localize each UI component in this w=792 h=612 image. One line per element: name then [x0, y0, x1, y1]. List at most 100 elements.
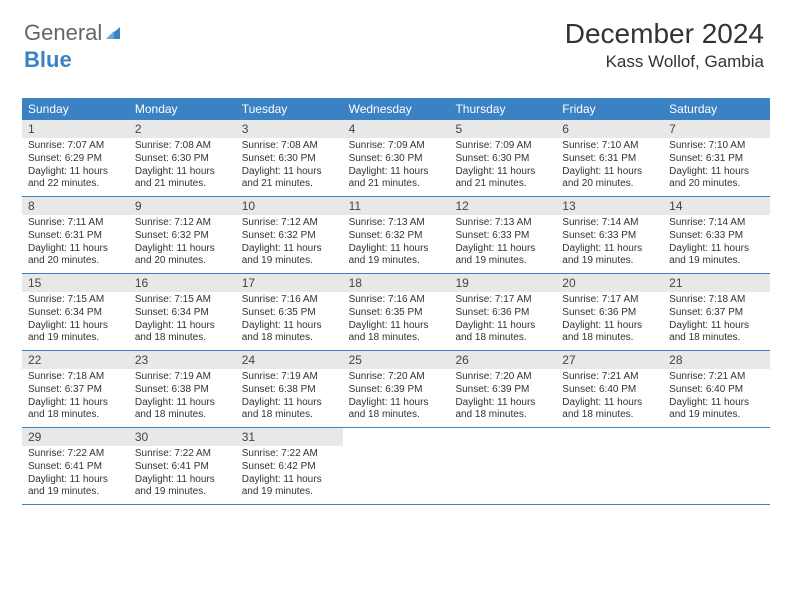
- day-number: 5: [449, 120, 556, 138]
- calendar-cell: [556, 428, 663, 504]
- day-number: 7: [663, 120, 770, 138]
- day-number: 17: [236, 274, 343, 292]
- calendar-cell: 23Sunrise: 7:19 AMSunset: 6:38 PMDayligh…: [129, 351, 236, 427]
- calendar-cell: 5Sunrise: 7:09 AMSunset: 6:30 PMDaylight…: [449, 120, 556, 196]
- day-number: 16: [129, 274, 236, 292]
- calendar-cell: 6Sunrise: 7:10 AMSunset: 6:31 PMDaylight…: [556, 120, 663, 196]
- day-number: 27: [556, 351, 663, 369]
- day-details: Sunrise: 7:15 AMSunset: 6:34 PMDaylight:…: [129, 292, 236, 349]
- calendar-cell: [663, 428, 770, 504]
- day-number: 25: [343, 351, 450, 369]
- day-number: 19: [449, 274, 556, 292]
- day-details: Sunrise: 7:22 AMSunset: 6:42 PMDaylight:…: [236, 446, 343, 503]
- dow-tuesday: Tuesday: [236, 98, 343, 120]
- day-number: 31: [236, 428, 343, 446]
- calendar-cell: 22Sunrise: 7:18 AMSunset: 6:37 PMDayligh…: [22, 351, 129, 427]
- day-number: 24: [236, 351, 343, 369]
- day-details: Sunrise: 7:22 AMSunset: 6:41 PMDaylight:…: [22, 446, 129, 503]
- day-details: Sunrise: 7:14 AMSunset: 6:33 PMDaylight:…: [663, 215, 770, 272]
- dow-saturday: Saturday: [663, 98, 770, 120]
- calendar-cell: 9Sunrise: 7:12 AMSunset: 6:32 PMDaylight…: [129, 197, 236, 273]
- calendar-cell: 12Sunrise: 7:13 AMSunset: 6:33 PMDayligh…: [449, 197, 556, 273]
- calendar-cell: 29Sunrise: 7:22 AMSunset: 6:41 PMDayligh…: [22, 428, 129, 504]
- day-details: Sunrise: 7:21 AMSunset: 6:40 PMDaylight:…: [556, 369, 663, 426]
- day-details: Sunrise: 7:10 AMSunset: 6:31 PMDaylight:…: [663, 138, 770, 195]
- day-number: 9: [129, 197, 236, 215]
- calendar-cell: 30Sunrise: 7:22 AMSunset: 6:41 PMDayligh…: [129, 428, 236, 504]
- dow-friday: Friday: [556, 98, 663, 120]
- day-details: Sunrise: 7:09 AMSunset: 6:30 PMDaylight:…: [343, 138, 450, 195]
- day-details: Sunrise: 7:18 AMSunset: 6:37 PMDaylight:…: [22, 369, 129, 426]
- day-details: Sunrise: 7:07 AMSunset: 6:29 PMDaylight:…: [22, 138, 129, 195]
- week-row: 22Sunrise: 7:18 AMSunset: 6:37 PMDayligh…: [22, 351, 770, 428]
- day-number: 12: [449, 197, 556, 215]
- sail-icon: [104, 21, 122, 47]
- calendar-cell: 4Sunrise: 7:09 AMSunset: 6:30 PMDaylight…: [343, 120, 450, 196]
- day-details: Sunrise: 7:08 AMSunset: 6:30 PMDaylight:…: [129, 138, 236, 195]
- day-details: Sunrise: 7:22 AMSunset: 6:41 PMDaylight:…: [129, 446, 236, 503]
- calendar-cell: 28Sunrise: 7:21 AMSunset: 6:40 PMDayligh…: [663, 351, 770, 427]
- calendar-cell: 31Sunrise: 7:22 AMSunset: 6:42 PMDayligh…: [236, 428, 343, 504]
- day-number: 15: [22, 274, 129, 292]
- dow-thursday: Thursday: [449, 98, 556, 120]
- day-details: Sunrise: 7:20 AMSunset: 6:39 PMDaylight:…: [449, 369, 556, 426]
- day-details: Sunrise: 7:17 AMSunset: 6:36 PMDaylight:…: [556, 292, 663, 349]
- day-details: Sunrise: 7:12 AMSunset: 6:32 PMDaylight:…: [236, 215, 343, 272]
- day-number: 20: [556, 274, 663, 292]
- brand-logo: General Blue: [24, 20, 122, 73]
- logo-text-2: Blue: [24, 47, 72, 72]
- day-number: 6: [556, 120, 663, 138]
- dow-wednesday: Wednesday: [343, 98, 450, 120]
- day-number: 29: [22, 428, 129, 446]
- day-details: Sunrise: 7:12 AMSunset: 6:32 PMDaylight:…: [129, 215, 236, 272]
- day-number: 21: [663, 274, 770, 292]
- calendar-cell: 19Sunrise: 7:17 AMSunset: 6:36 PMDayligh…: [449, 274, 556, 350]
- calendar-cell: 10Sunrise: 7:12 AMSunset: 6:32 PMDayligh…: [236, 197, 343, 273]
- calendar-cell: 1Sunrise: 7:07 AMSunset: 6:29 PMDaylight…: [22, 120, 129, 196]
- day-details: Sunrise: 7:19 AMSunset: 6:38 PMDaylight:…: [129, 369, 236, 426]
- day-number: 18: [343, 274, 450, 292]
- day-number: 30: [129, 428, 236, 446]
- day-details: Sunrise: 7:21 AMSunset: 6:40 PMDaylight:…: [663, 369, 770, 426]
- calendar-cell: 17Sunrise: 7:16 AMSunset: 6:35 PMDayligh…: [236, 274, 343, 350]
- day-number: 3: [236, 120, 343, 138]
- day-details: Sunrise: 7:20 AMSunset: 6:39 PMDaylight:…: [343, 369, 450, 426]
- calendar-cell: 25Sunrise: 7:20 AMSunset: 6:39 PMDayligh…: [343, 351, 450, 427]
- location-label: Kass Wollof, Gambia: [565, 52, 764, 72]
- day-number: 10: [236, 197, 343, 215]
- day-details: Sunrise: 7:11 AMSunset: 6:31 PMDaylight:…: [22, 215, 129, 272]
- calendar-cell: 20Sunrise: 7:17 AMSunset: 6:36 PMDayligh…: [556, 274, 663, 350]
- calendar-cell: 14Sunrise: 7:14 AMSunset: 6:33 PMDayligh…: [663, 197, 770, 273]
- day-details: Sunrise: 7:16 AMSunset: 6:35 PMDaylight:…: [236, 292, 343, 349]
- day-number: 1: [22, 120, 129, 138]
- day-details: Sunrise: 7:09 AMSunset: 6:30 PMDaylight:…: [449, 138, 556, 195]
- day-details: Sunrise: 7:14 AMSunset: 6:33 PMDaylight:…: [556, 215, 663, 272]
- day-details: Sunrise: 7:10 AMSunset: 6:31 PMDaylight:…: [556, 138, 663, 195]
- dow-monday: Monday: [129, 98, 236, 120]
- day-number: 28: [663, 351, 770, 369]
- day-of-week-header: SundayMondayTuesdayWednesdayThursdayFrid…: [22, 98, 770, 120]
- calendar-cell: 2Sunrise: 7:08 AMSunset: 6:30 PMDaylight…: [129, 120, 236, 196]
- week-row: 1Sunrise: 7:07 AMSunset: 6:29 PMDaylight…: [22, 120, 770, 197]
- calendar-cell: 15Sunrise: 7:15 AMSunset: 6:34 PMDayligh…: [22, 274, 129, 350]
- day-number: 4: [343, 120, 450, 138]
- day-details: Sunrise: 7:13 AMSunset: 6:32 PMDaylight:…: [343, 215, 450, 272]
- week-row: 29Sunrise: 7:22 AMSunset: 6:41 PMDayligh…: [22, 428, 770, 505]
- day-number: 2: [129, 120, 236, 138]
- logo-text-1: General: [24, 20, 102, 45]
- calendar-cell: 7Sunrise: 7:10 AMSunset: 6:31 PMDaylight…: [663, 120, 770, 196]
- day-number: 23: [129, 351, 236, 369]
- day-number: 13: [556, 197, 663, 215]
- week-row: 8Sunrise: 7:11 AMSunset: 6:31 PMDaylight…: [22, 197, 770, 274]
- day-details: Sunrise: 7:18 AMSunset: 6:37 PMDaylight:…: [663, 292, 770, 349]
- calendar-grid: SundayMondayTuesdayWednesdayThursdayFrid…: [22, 98, 770, 505]
- calendar-cell: 8Sunrise: 7:11 AMSunset: 6:31 PMDaylight…: [22, 197, 129, 273]
- calendar-cell: 21Sunrise: 7:18 AMSunset: 6:37 PMDayligh…: [663, 274, 770, 350]
- month-title: December 2024: [565, 18, 764, 50]
- calendar-cell: 27Sunrise: 7:21 AMSunset: 6:40 PMDayligh…: [556, 351, 663, 427]
- day-number: 8: [22, 197, 129, 215]
- calendar-cell: 18Sunrise: 7:16 AMSunset: 6:35 PMDayligh…: [343, 274, 450, 350]
- day-details: Sunrise: 7:13 AMSunset: 6:33 PMDaylight:…: [449, 215, 556, 272]
- day-number: 26: [449, 351, 556, 369]
- day-details: Sunrise: 7:19 AMSunset: 6:38 PMDaylight:…: [236, 369, 343, 426]
